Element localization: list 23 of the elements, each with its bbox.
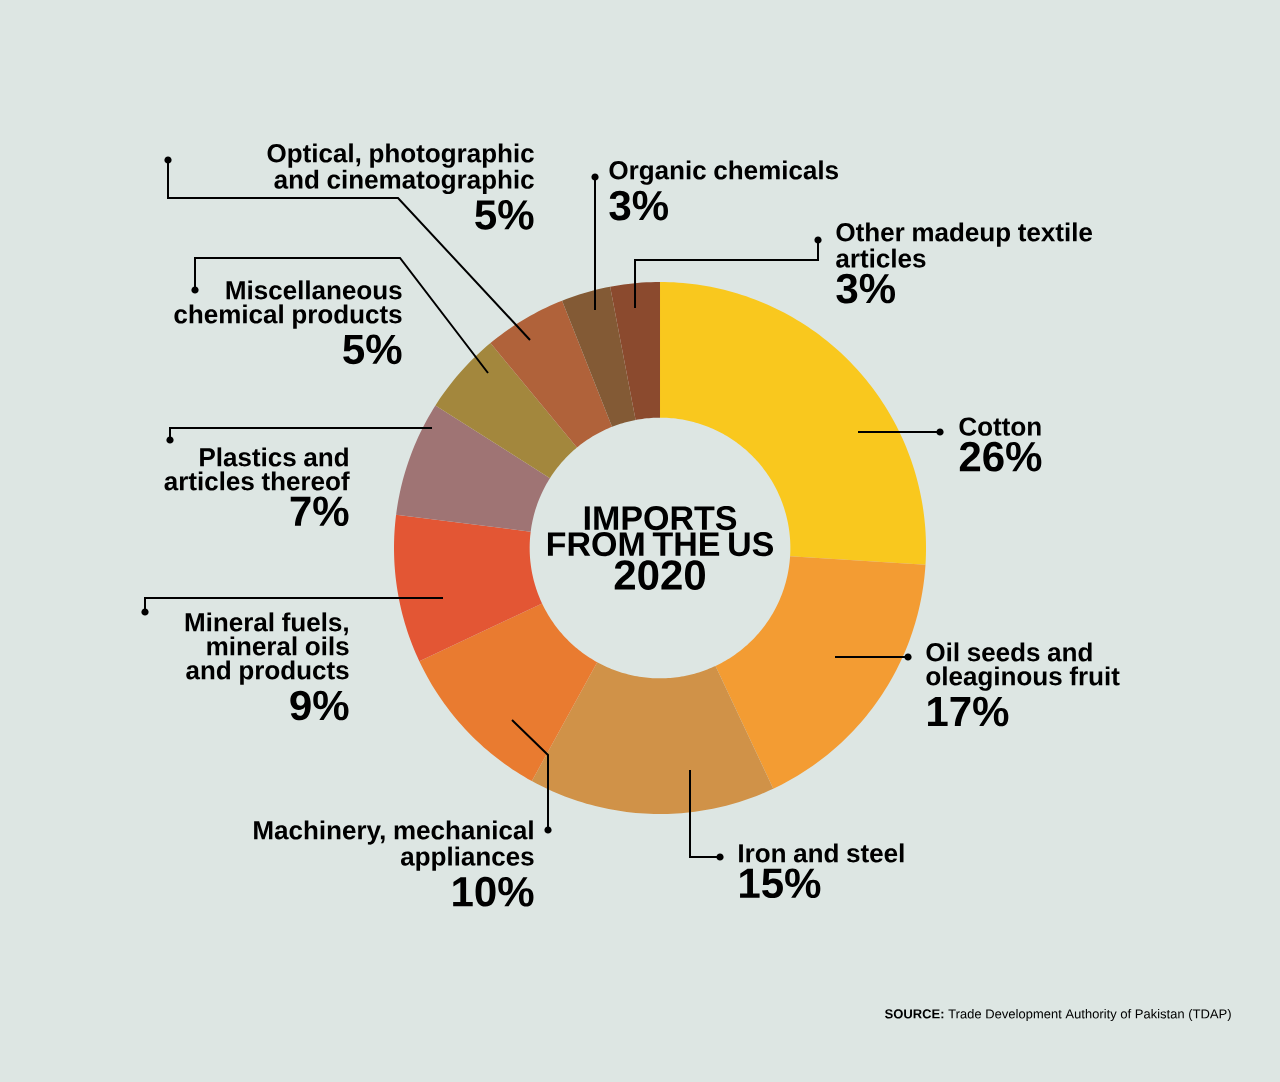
data-label: 5% bbox=[343, 334, 402, 365]
slice-label: Organic chemicals bbox=[609, 160, 838, 185]
data-label: 3% bbox=[609, 190, 668, 221]
data-label: 26% bbox=[959, 441, 1042, 472]
data-label: 10% bbox=[453, 876, 534, 907]
slice-label: Miscellaneous chemical products bbox=[174, 280, 402, 329]
slice-label: Optical, photographic and cinematographic bbox=[267, 143, 534, 195]
data-label: 17% bbox=[928, 696, 1009, 727]
slice-label: Mineral fuels, mineral oils and products bbox=[185, 612, 349, 685]
data-label: 3% bbox=[836, 273, 895, 304]
data-label: 15% bbox=[740, 868, 821, 899]
slice-label: Cotton bbox=[959, 417, 1041, 436]
data-label: 7% bbox=[290, 496, 349, 527]
text: 2020 bbox=[614, 560, 705, 590]
slice-label: Oil seeds and oleaginous fruit bbox=[926, 642, 1120, 691]
data-label: 5% bbox=[475, 200, 534, 230]
slice-label: Machinery, mechanical appliances bbox=[254, 820, 534, 871]
data-label: 9% bbox=[290, 690, 349, 721]
text: SOURCE: Trade Development Authority of Pakistan (TDAP) bbox=[884, 1008, 1231, 1022]
text: IMPORTS FROM THE US bbox=[547, 506, 774, 557]
slice-label: Other madeup textile articles bbox=[836, 222, 1093, 268]
slice-label: Iron and steel bbox=[739, 843, 904, 863]
slice-label: Plastics and articles thereof bbox=[164, 447, 350, 491]
